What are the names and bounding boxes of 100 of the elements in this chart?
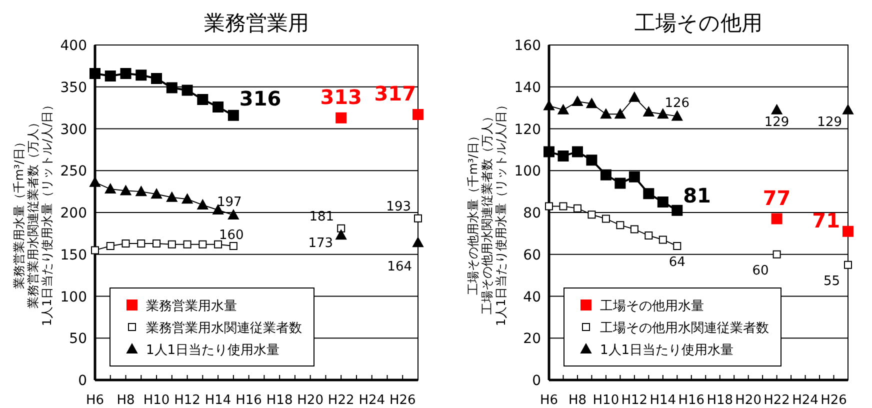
point (336, 112, 347, 124)
point (600, 108, 612, 119)
point (573, 204, 582, 212)
data-label: 55 (823, 274, 840, 289)
legend-label: 1人1日当たり使用水量 (146, 343, 280, 358)
x-tick-label: H24 (792, 393, 818, 408)
point (182, 194, 193, 204)
x-tick-label: H18 (266, 393, 293, 408)
y-tick-label: 160 (514, 38, 541, 54)
point (90, 68, 100, 79)
point (558, 104, 569, 114)
x-tick-label: H16 (236, 393, 262, 408)
point (602, 214, 610, 223)
x-tick-label: H12 (621, 393, 648, 408)
x-tick-label: H26 (389, 393, 416, 408)
point (572, 96, 583, 106)
point (166, 192, 178, 202)
point (673, 242, 682, 250)
data-label: 129 (817, 114, 842, 130)
point (228, 110, 239, 121)
data-label: 77 (762, 186, 791, 210)
point (558, 150, 569, 162)
y-tick-label: 40 (523, 289, 541, 306)
x-tick-label: H10 (143, 393, 170, 408)
x-tick-label: H22 (764, 393, 790, 408)
point (672, 110, 683, 121)
data-label: 129 (764, 114, 790, 130)
x-tick-label: H16 (678, 393, 705, 408)
point (212, 101, 224, 112)
legend-label: 1人1日当たり使用水量 (600, 343, 734, 358)
chart-title: 工場その他用 (634, 11, 762, 35)
data-label: 197 (217, 195, 242, 210)
x-tick-label: H14 (650, 393, 676, 408)
point (559, 202, 568, 210)
y-tick-label: 150 (60, 247, 87, 264)
x-tick-label: H12 (174, 393, 200, 408)
point (844, 260, 852, 269)
point (545, 202, 553, 210)
point (229, 242, 238, 250)
y-tick-label: 60 (523, 247, 541, 264)
legend-label: 工場その他用水関連従業者数 (600, 321, 769, 336)
point (104, 184, 116, 194)
data-label: 164 (387, 260, 412, 275)
x-tick-label: H18 (706, 393, 734, 408)
point (122, 239, 130, 248)
y-tick-label: 0 (78, 373, 87, 389)
point (672, 204, 683, 216)
point (106, 242, 114, 250)
point (136, 70, 147, 81)
point (137, 239, 146, 248)
point (628, 171, 640, 182)
data-label: 71 (812, 208, 840, 232)
y-tick-label: 120 (514, 122, 541, 138)
point (628, 92, 640, 102)
data-label: 60 (752, 263, 769, 278)
x-tick-label: H8 (116, 393, 135, 408)
x-tick-label: H14 (204, 393, 232, 408)
data-label: 126 (664, 96, 690, 112)
point (643, 188, 654, 200)
point (644, 232, 653, 240)
point (337, 224, 346, 232)
point (600, 169, 612, 180)
point (771, 104, 782, 114)
data-label: 317 (374, 82, 416, 106)
point (120, 68, 132, 79)
y-tick-label: 100 (60, 289, 87, 306)
point (151, 188, 162, 199)
x-tick-label: H6 (86, 393, 104, 408)
chart-title: 業務営業用 (204, 11, 309, 35)
point (152, 239, 161, 248)
point (643, 106, 654, 116)
point (182, 84, 193, 96)
y-tick-label: 100 (514, 164, 541, 180)
y-tick-label: 250 (60, 164, 87, 180)
point (616, 221, 624, 230)
point (183, 240, 192, 248)
point (544, 100, 554, 110)
point (198, 240, 207, 248)
x-tick-label: H6 (540, 393, 558, 408)
data-label: 193 (386, 199, 411, 214)
point (197, 94, 208, 105)
data-label: 316 (239, 86, 282, 110)
y-tick-label: 80 (523, 206, 541, 222)
data-label: 64 (668, 255, 686, 270)
x-tick-label: H10 (592, 393, 620, 408)
point (630, 225, 638, 234)
data-label: 81 (683, 183, 711, 208)
point (658, 236, 667, 244)
y-tick-label: 140 (514, 80, 541, 96)
point (228, 210, 239, 220)
point (166, 82, 178, 94)
point (544, 146, 554, 158)
point (91, 246, 99, 254)
y-tick-label: 200 (60, 206, 87, 222)
legend-label: 業務営業用水量 (146, 299, 237, 314)
point (657, 196, 668, 208)
data-label: 313 (320, 84, 362, 109)
point (412, 109, 424, 120)
point (586, 154, 598, 166)
data-label: 173 (308, 236, 334, 252)
